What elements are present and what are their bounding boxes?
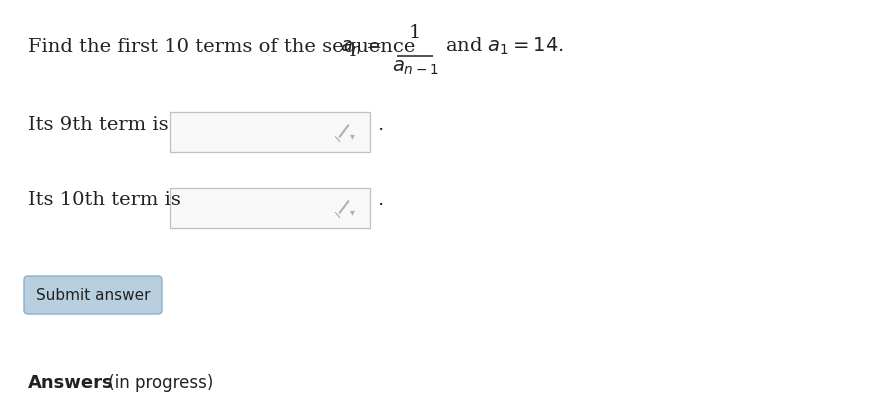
Text: Answers: Answers: [28, 374, 114, 392]
FancyBboxPatch shape: [24, 276, 162, 314]
Text: =: =: [366, 38, 383, 56]
Polygon shape: [335, 136, 340, 142]
Text: Find the first 10 terms of the sequence: Find the first 10 terms of the sequence: [28, 38, 422, 56]
Text: and $a_1 = 14.$: and $a_1 = 14.$: [445, 36, 564, 57]
Polygon shape: [335, 212, 340, 218]
Text: $a_{n-1}$: $a_{n-1}$: [392, 59, 439, 77]
Text: .: .: [377, 191, 384, 209]
Text: ▾: ▾: [350, 131, 354, 141]
Text: $a_n$: $a_n$: [340, 39, 361, 57]
Text: ▾: ▾: [350, 207, 354, 217]
FancyBboxPatch shape: [170, 188, 370, 228]
Text: (in progress): (in progress): [103, 374, 213, 392]
Text: Submit answer: Submit answer: [36, 288, 150, 302]
Text: Its 9th term is: Its 9th term is: [28, 116, 169, 134]
Text: Its 10th term is: Its 10th term is: [28, 191, 181, 209]
Text: .: .: [377, 116, 384, 134]
FancyBboxPatch shape: [170, 112, 370, 152]
Text: 1: 1: [408, 24, 421, 42]
